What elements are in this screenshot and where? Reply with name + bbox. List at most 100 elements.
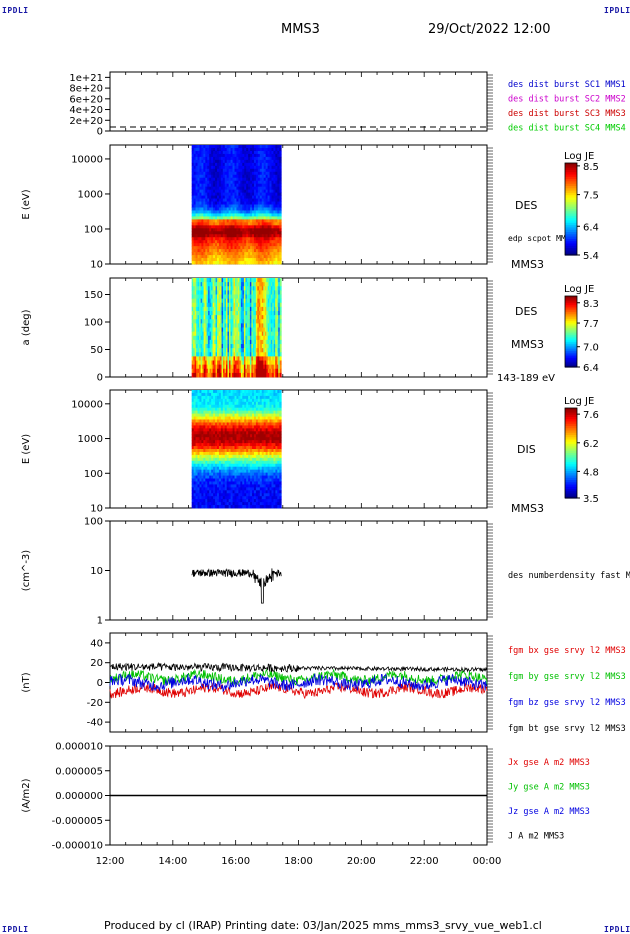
heatmap-cell [193, 360, 196, 366]
heatmap-cell [199, 331, 202, 337]
heatmap-cell [214, 364, 216, 370]
heatmap-cell [209, 344, 212, 349]
heatmap-cell [206, 368, 209, 374]
heatmap-cell [220, 261, 224, 265]
heatmap-cell [246, 290, 249, 295]
heatmap-cell [269, 252, 272, 256]
heatmap-cell [222, 237, 226, 241]
heatmap-cell [228, 255, 232, 259]
heatmap-cell [244, 404, 247, 409]
colorbar-band [565, 195, 577, 199]
heatmap-cell [267, 213, 270, 217]
heatmap-cell [199, 180, 202, 185]
heatmap-cell [191, 156, 195, 161]
heatmap-cell [222, 425, 226, 429]
heatmap-cell [277, 177, 280, 182]
heatmap-cell [264, 331, 267, 337]
heatmap-cell [193, 404, 196, 409]
heatmap-cell [236, 339, 239, 345]
heatmap-cell [261, 323, 264, 328]
heatmap-cell [246, 431, 249, 435]
heatmap-cell [199, 404, 202, 409]
heatmap-cell [207, 207, 210, 211]
heatmap-cell [266, 323, 269, 328]
heatmap-cell [207, 228, 210, 232]
heatmap-cell [193, 183, 196, 188]
heatmap-cell [246, 306, 249, 312]
heatmap-cell [226, 356, 228, 361]
heatmap-cell [240, 431, 243, 435]
heatmap-cell [222, 249, 226, 253]
heatmap-cell [249, 344, 252, 349]
heatmap-cell [195, 189, 198, 193]
heatmap-cell [224, 298, 227, 304]
heatmap-cell [195, 475, 198, 479]
colorbar-frame [564, 162, 578, 256]
heatmap-cell [201, 153, 204, 158]
heatmap-cell [199, 171, 202, 176]
heatmap-cell [244, 437, 247, 441]
heatmap-cell [263, 282, 266, 287]
heatmap-cell [257, 225, 261, 229]
heatmap-cell [248, 331, 251, 337]
heatmap-cell [224, 207, 228, 211]
heatmap-cell [191, 398, 195, 403]
heatmap-cell [269, 210, 272, 214]
heatmap-cell [246, 311, 249, 316]
heatmap-cell [205, 466, 208, 471]
heatmap-cell [215, 240, 218, 244]
heatmap-cell [224, 368, 227, 374]
heatmap-cell [191, 395, 195, 400]
heatmap-cell [218, 484, 222, 488]
colorbar-band [565, 225, 577, 228]
heatmap-cell [226, 282, 228, 287]
heatmap-cell [201, 228, 204, 232]
heatmap-cell [221, 348, 224, 353]
heatmap-cell [255, 255, 259, 259]
heatmap-cell [238, 204, 241, 208]
heatmap-cell [206, 286, 209, 291]
heatmap-cell [260, 315, 263, 320]
heatmap-cell [232, 422, 235, 426]
heatmap-cell [257, 286, 260, 291]
heatmap-cell [228, 198, 232, 202]
heatmap-cell [213, 249, 216, 253]
heatmap-cell [218, 249, 222, 253]
heatmap-cell [212, 282, 215, 287]
heatmap-cell [215, 401, 218, 406]
heatmap-cell [257, 344, 260, 349]
heatmap-cell [195, 231, 198, 235]
heatmap-cell [232, 454, 235, 459]
heatmap-cell [257, 302, 260, 308]
heatmap-cell [216, 246, 220, 250]
heatmap-cell [191, 413, 195, 417]
heatmap-cell [245, 306, 248, 312]
heatmap-cell [191, 150, 195, 155]
heatmap-cell [209, 174, 212, 179]
heatmap-cell [242, 255, 245, 259]
heatmap-cell [202, 315, 205, 320]
heatmap-cell [261, 168, 265, 173]
heatmap-cell [191, 496, 195, 500]
heatmap-cell [220, 162, 224, 167]
heatmap-cell [244, 481, 247, 485]
heatmap-cell [264, 356, 267, 361]
heatmap-cell [230, 481, 233, 485]
heatmap-cell [197, 425, 200, 429]
heatmap-cell [207, 168, 210, 173]
heatmap-cell [191, 356, 194, 361]
heatmap-cell [203, 298, 206, 304]
heatmap-cell [263, 219, 267, 223]
heatmap-cell [239, 372, 242, 378]
heatmap-cell [253, 231, 257, 235]
heatmap-cell [203, 431, 206, 435]
heatmap-cell [271, 195, 274, 199]
heatmap-cell [243, 319, 246, 324]
heatmap-cell [238, 493, 241, 497]
heatmap-cell [234, 407, 237, 412]
heatmap-cell [195, 147, 198, 152]
heatmap-cell [236, 165, 239, 170]
heatmap-cell [230, 282, 233, 287]
heatmap-cell [248, 240, 251, 244]
heatmap-cell [224, 356, 227, 361]
